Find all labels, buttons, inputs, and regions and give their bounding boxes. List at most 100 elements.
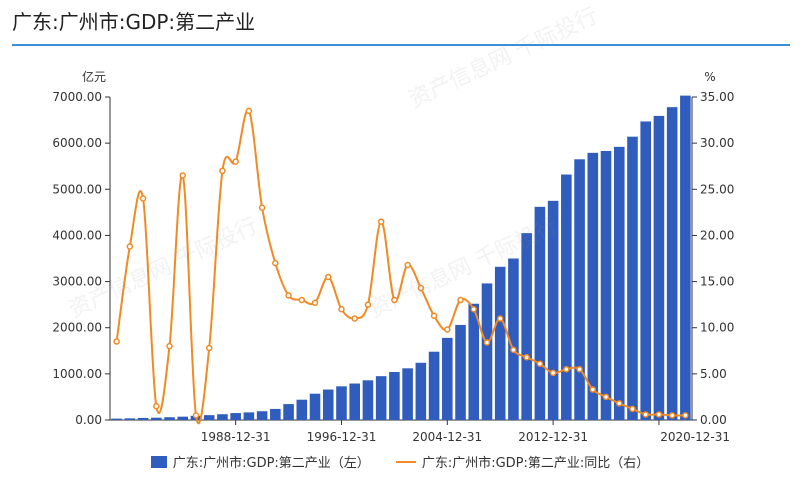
bar: [336, 386, 347, 420]
right-tick-label: 5.00: [700, 367, 727, 381]
yoy-point: [549, 369, 557, 377]
bar: [137, 417, 149, 420]
yoy-point: [258, 204, 266, 211]
yoy-point: [576, 365, 583, 373]
yoy-point: [682, 412, 689, 419]
bar: [653, 115, 665, 420]
left-axis-unit: 亿元: [82, 69, 106, 84]
yoy-point: [404, 261, 411, 269]
yoy-point: [470, 306, 477, 313]
right-axis-unit: %: [704, 70, 715, 84]
yoy-point: [496, 315, 504, 322]
yoy-point: [430, 312, 438, 319]
bar: [349, 383, 360, 420]
yoy-point: [219, 167, 226, 175]
bar: [508, 258, 519, 420]
yoy-point: [364, 301, 372, 308]
x-tick-label: 2004-12-31: [412, 430, 482, 444]
yoy-point: [272, 259, 279, 267]
yoy-point: [205, 344, 213, 352]
bar: [389, 372, 400, 420]
x-tick-label: 1988-12-31: [201, 430, 271, 444]
bar: [547, 200, 559, 420]
bar: [375, 376, 387, 420]
yoy-point: [589, 386, 597, 393]
yoy-line: [115, 109, 686, 425]
yoy-point: [523, 353, 530, 361]
yoy-point: [510, 346, 517, 354]
bar: [230, 413, 241, 420]
bar: [415, 362, 427, 420]
legend: 广东:广州市:GDP:第二产业（左） 广东:广州市:GDP:第二产业:同比（右）: [0, 452, 800, 471]
bar: [468, 303, 480, 420]
bar: [402, 368, 413, 420]
bar: [455, 324, 466, 420]
yoy-point: [351, 315, 358, 322]
yoy-point: [338, 306, 345, 313]
bar: [627, 136, 638, 420]
yoy-point: [179, 172, 186, 179]
bar: [111, 418, 122, 420]
left-tick-label: 0.00: [75, 413, 102, 427]
legend-item-bar[interactable]: 广东:广州市:GDP:第二产业（左）: [150, 452, 370, 471]
bar: [442, 337, 453, 420]
right-tick-label: 0.00: [700, 413, 727, 427]
bar: [203, 415, 215, 420]
yoy-point: [192, 412, 200, 419]
bar: [177, 416, 189, 420]
x-tick-label: 2012-12-31: [518, 430, 588, 444]
bar: [561, 174, 572, 420]
yoy-point: [563, 365, 570, 373]
right-tick-label: 20.00: [700, 228, 734, 242]
legend-line-swatch: [395, 460, 416, 463]
yoy-point: [113, 338, 120, 345]
right-tick-label: 15.00: [700, 275, 734, 289]
left-tick-label: 3000.00: [52, 275, 102, 289]
bar: [666, 107, 678, 420]
bar: [534, 206, 546, 420]
yoy-point: [483, 339, 491, 346]
legend-item-line[interactable]: 广东:广州市:GDP:第二产业:同比（右）: [395, 452, 649, 471]
bar: [613, 146, 625, 420]
legend-bar-swatch: [150, 455, 167, 468]
bar: [574, 159, 585, 421]
left-tick-label: 5000.00: [52, 182, 102, 196]
yoy-point: [457, 296, 464, 304]
bar: [600, 150, 612, 421]
yoy-point: [126, 243, 134, 250]
yoy-point: [536, 360, 544, 367]
bar: [362, 380, 374, 420]
bar: [481, 283, 493, 420]
left-tick-label: 2000.00: [52, 321, 102, 335]
bar: [217, 414, 228, 420]
yoy-point: [153, 402, 160, 410]
yoy-point: [325, 273, 332, 281]
x-tick-label: 2020-12-31: [660, 430, 730, 444]
right-tick-label: 30.00: [700, 136, 734, 150]
bar: [124, 418, 136, 420]
yoy-point: [232, 158, 239, 165]
bar: [428, 351, 440, 420]
bar: [640, 121, 651, 420]
bar: [521, 233, 532, 420]
bar: [164, 417, 175, 420]
x-tick-label: 1996-12-31: [307, 430, 377, 444]
yoy-point: [616, 400, 623, 407]
yoy-point: [668, 412, 676, 419]
bar: [151, 417, 162, 420]
yoy-point: [444, 326, 451, 333]
bar: [309, 393, 321, 420]
left-tick-label: 1000.00: [52, 367, 102, 381]
yoy-point: [642, 411, 649, 418]
bar: [680, 95, 691, 420]
yoy-point: [655, 411, 663, 418]
yoy-point: [285, 292, 292, 299]
yoy-point: [417, 284, 425, 292]
bar: [256, 411, 268, 420]
yoy-point: [298, 296, 306, 304]
yoy-point: [166, 342, 173, 350]
yoy-point: [629, 405, 636, 413]
right-tick-label: 35.00: [700, 90, 734, 104]
bar: [243, 412, 255, 420]
bar: [283, 404, 294, 420]
